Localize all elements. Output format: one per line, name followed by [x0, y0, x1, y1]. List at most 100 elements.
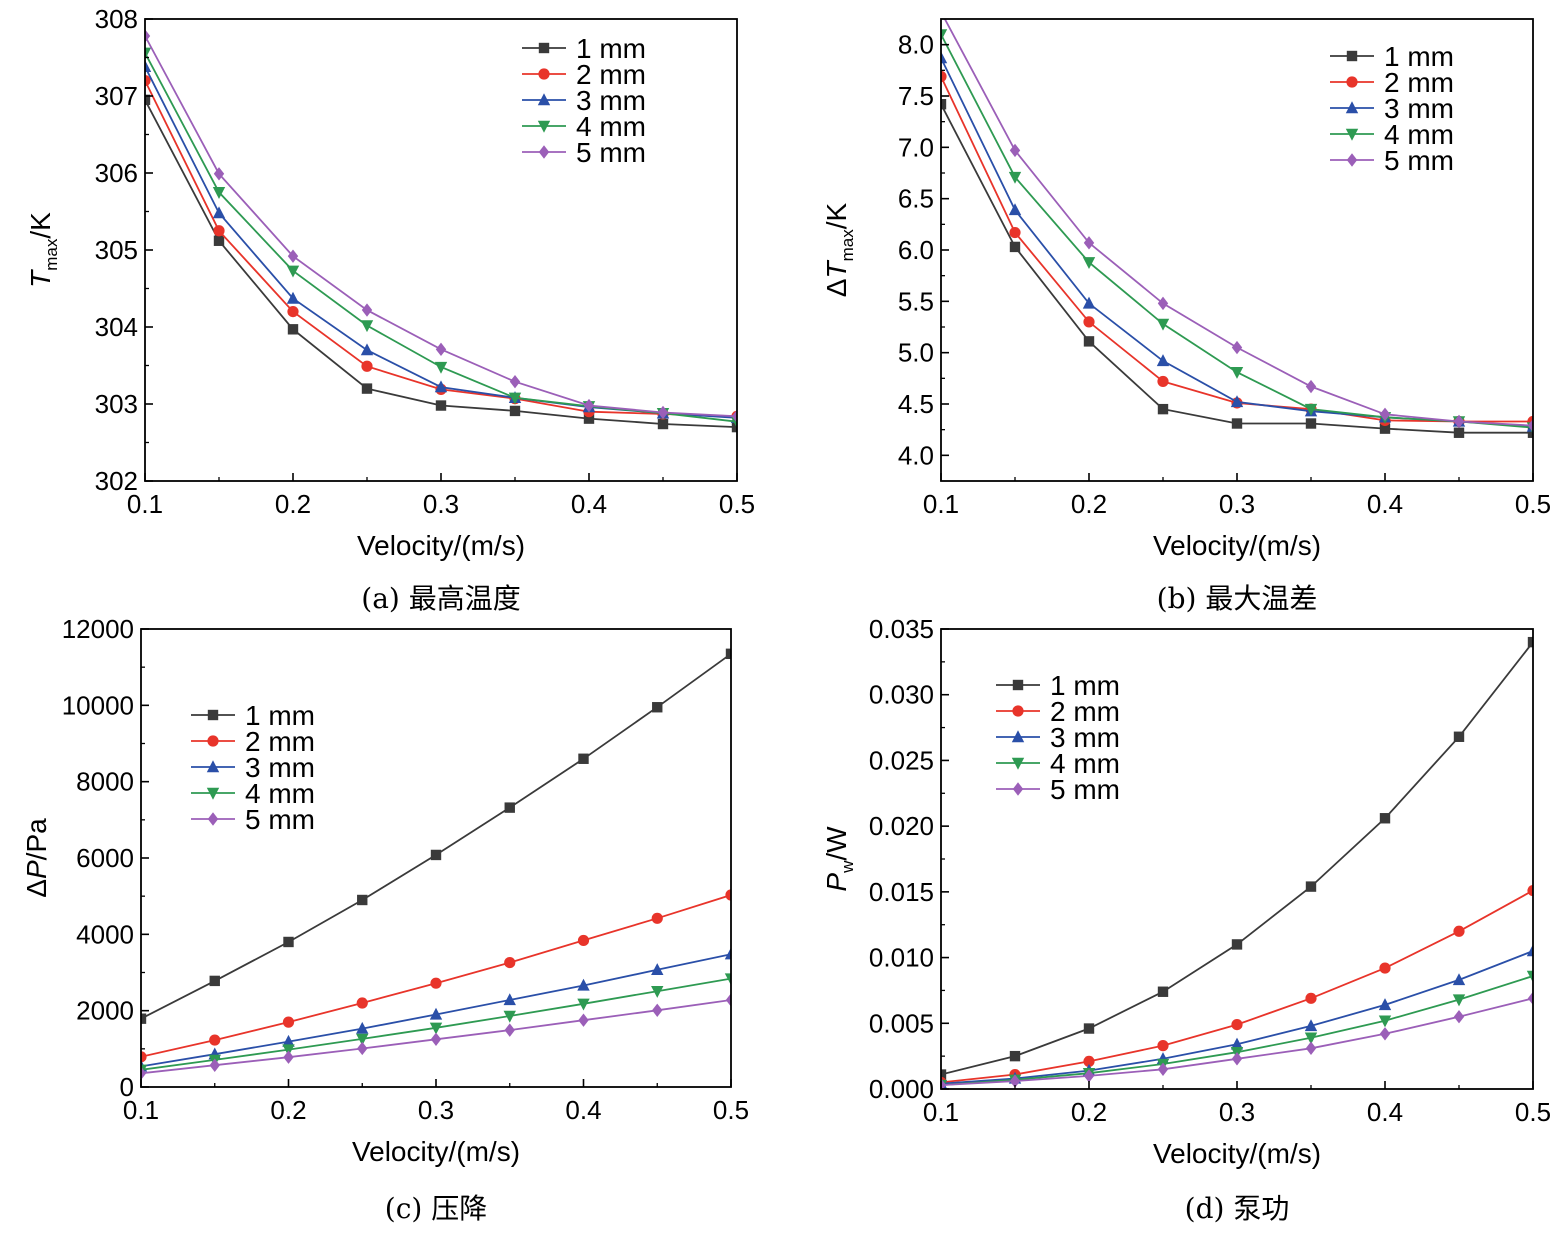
data-point [430, 977, 442, 989]
data-point [504, 956, 516, 969]
data-point [361, 303, 373, 317]
data-point [1378, 1015, 1392, 1028]
data-point [209, 1058, 220, 1072]
legend-item: 1 mm [191, 700, 315, 731]
y-tick-label: 6.5 [898, 184, 934, 214]
data-point [936, 5, 946, 18]
data-point [1231, 1019, 1243, 1031]
data-point [287, 249, 299, 263]
legend-marker [1346, 76, 1358, 88]
y-tick-label: 4.5 [898, 389, 934, 419]
data-point [651, 963, 664, 976]
data-point [941, 1069, 947, 1080]
legend-label: 1 mm [245, 700, 315, 731]
data-point [1009, 143, 1021, 158]
panel-caption: (b) 最大温差 [1157, 582, 1318, 615]
series-line [941, 641, 1533, 1076]
x-axis-title: Velocity/(m/s) [1153, 530, 1321, 561]
y-tick-label: 0.025 [869, 745, 934, 775]
legend-label: 4 mm [245, 778, 315, 809]
data-point [1453, 414, 1465, 429]
legend-item: 4 mm [1330, 119, 1454, 150]
legend-item: 4 mm [522, 111, 646, 142]
x-tick-label: 0.1 [123, 1095, 159, 1125]
legend-marker [1012, 782, 1024, 796]
y-axis-title: Tmax/K [25, 212, 61, 288]
data-point [356, 1033, 369, 1046]
legend-label: 5 mm [1050, 774, 1120, 805]
legend-label: 2 mm [1050, 696, 1120, 727]
data-point [1231, 418, 1243, 429]
data-point [652, 1003, 663, 1017]
data-point [508, 392, 522, 405]
data-point [213, 225, 225, 237]
panel-caption: (c) 压降 [385, 1192, 487, 1225]
y-tick-label: 10000 [62, 690, 134, 720]
legend-marker [1345, 128, 1359, 141]
x-tick-label: 0.1 [127, 489, 163, 519]
data-point [1453, 925, 1465, 937]
data-point [583, 413, 595, 424]
legend-marker [1012, 679, 1024, 691]
series-line [141, 653, 731, 1020]
x-tick-label: 0.5 [713, 1095, 749, 1125]
legend-marker [207, 735, 219, 747]
legend-marker [206, 760, 220, 773]
data-point [286, 291, 300, 304]
y-tick-label: 2000 [76, 996, 134, 1026]
series-c-1 [141, 648, 731, 1024]
data-point [361, 383, 373, 394]
series-c-4 [141, 973, 731, 1077]
data-point [434, 380, 448, 393]
data-point [283, 1050, 294, 1064]
y-tick-label: 0.020 [869, 811, 934, 841]
y-tick-label: 0 [120, 1072, 134, 1102]
legend-marker [1011, 730, 1025, 743]
data-point [1157, 296, 1169, 311]
data-point [141, 1013, 147, 1024]
data-point [1304, 1019, 1318, 1032]
data-point [212, 206, 226, 219]
x-tick-label: 0.4 [1367, 1097, 1403, 1127]
data-point [213, 235, 225, 246]
legend-item: 2 mm [996, 696, 1120, 727]
data-point [1527, 427, 1533, 438]
series-line [145, 35, 737, 418]
data-point [1379, 423, 1391, 434]
x-tick-label: 0.4 [565, 1095, 601, 1125]
legend-item: 3 mm [996, 722, 1120, 753]
x-tick-label: 0.4 [1367, 489, 1403, 519]
series-d-4 [941, 970, 1533, 1089]
y-tick-label: 307 [95, 81, 138, 111]
legend-label: 3 mm [1384, 93, 1454, 124]
data-point [1009, 241, 1021, 253]
x-tick-label: 0.1 [923, 1097, 959, 1127]
data-point [213, 167, 225, 181]
legend-marker [206, 787, 220, 800]
y-tick-label: 7.5 [898, 81, 934, 111]
data-point [1305, 418, 1317, 429]
data-point [1082, 296, 1096, 309]
data-point [145, 47, 152, 60]
legend-marker [1012, 705, 1024, 717]
y-tick-label: 303 [95, 389, 138, 419]
data-point [657, 405, 669, 420]
data-point [578, 1013, 589, 1027]
legend-label: 1 mm [576, 33, 646, 64]
y-tick-label: 0.005 [869, 1008, 934, 1038]
legend-marker [537, 120, 551, 133]
data-point [941, 70, 947, 83]
data-point [282, 1044, 295, 1057]
x-tick-label: 0.1 [923, 489, 959, 519]
legend: 1 mm2 mm3 mm4 mm5 mm [522, 33, 646, 168]
data-point [1378, 998, 1392, 1011]
x-tick-label: 0.3 [423, 489, 459, 519]
data-point [725, 889, 731, 901]
y-tick-label: 8.0 [898, 30, 934, 60]
legend-marker [207, 812, 219, 826]
data-point [724, 973, 731, 986]
x-tick-label: 0.5 [1515, 1097, 1551, 1127]
data-point [141, 1051, 147, 1063]
legend-item: 3 mm [522, 85, 646, 116]
y-tick-label: 6000 [76, 843, 134, 873]
